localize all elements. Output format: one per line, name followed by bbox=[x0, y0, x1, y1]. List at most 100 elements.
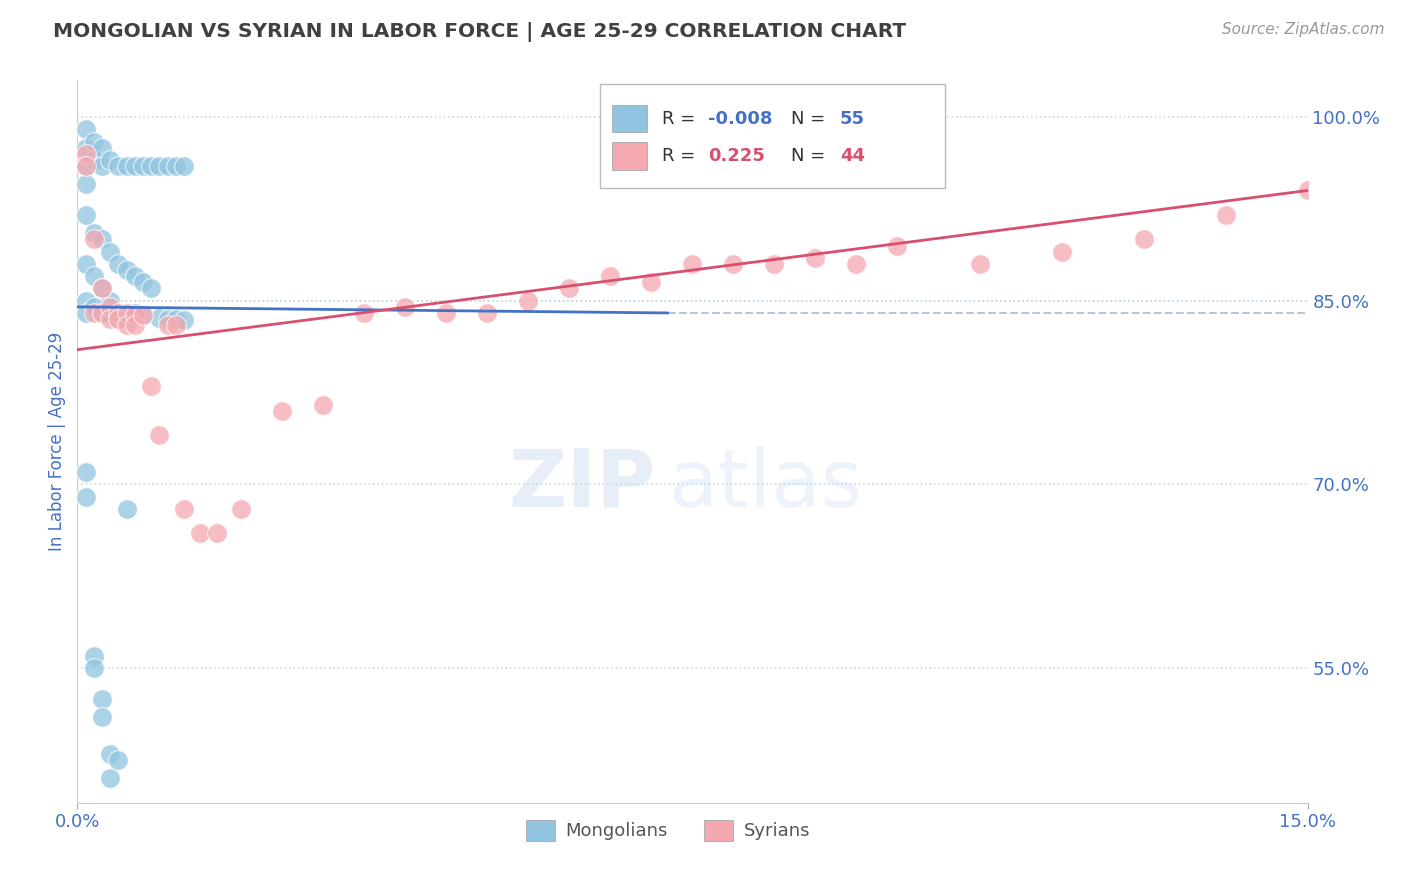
Point bbox=[98, 300, 121, 314]
Point bbox=[132, 309, 155, 323]
Point bbox=[124, 306, 146, 320]
Point bbox=[763, 257, 786, 271]
Point bbox=[75, 146, 97, 161]
FancyBboxPatch shape bbox=[600, 84, 945, 188]
Point bbox=[90, 281, 114, 295]
Point bbox=[141, 379, 163, 393]
Point bbox=[148, 428, 170, 442]
Point bbox=[90, 232, 114, 246]
Point bbox=[558, 281, 581, 295]
Point bbox=[845, 257, 868, 271]
Point bbox=[132, 309, 155, 323]
Text: -0.008: -0.008 bbox=[709, 110, 773, 128]
Point bbox=[83, 135, 105, 149]
Point bbox=[517, 293, 540, 308]
Point bbox=[115, 318, 138, 333]
Point bbox=[75, 122, 97, 136]
Text: 44: 44 bbox=[841, 147, 865, 165]
Point bbox=[75, 178, 97, 192]
Text: Source: ZipAtlas.com: Source: ZipAtlas.com bbox=[1222, 22, 1385, 37]
Point bbox=[231, 502, 253, 516]
Text: 0.225: 0.225 bbox=[709, 147, 765, 165]
Point bbox=[83, 661, 105, 675]
Point bbox=[156, 312, 179, 326]
Point bbox=[132, 159, 155, 173]
Point bbox=[83, 648, 105, 663]
Legend: Mongolians, Syrians: Mongolians, Syrians bbox=[519, 813, 817, 848]
Point bbox=[969, 257, 991, 271]
Point bbox=[98, 244, 121, 259]
Point bbox=[98, 312, 121, 326]
Point bbox=[1215, 208, 1237, 222]
Point bbox=[165, 312, 187, 326]
Point bbox=[723, 257, 745, 271]
Point bbox=[107, 312, 129, 326]
Point bbox=[107, 306, 129, 320]
Point bbox=[98, 772, 121, 786]
Point bbox=[115, 159, 138, 173]
Point bbox=[90, 710, 114, 724]
Point bbox=[83, 300, 105, 314]
Point bbox=[107, 312, 129, 326]
Point bbox=[205, 526, 228, 541]
Point bbox=[107, 159, 129, 173]
Point bbox=[436, 306, 458, 320]
Point bbox=[124, 309, 146, 323]
Point bbox=[1132, 232, 1154, 246]
Point bbox=[90, 141, 114, 155]
Point bbox=[90, 691, 114, 706]
Point bbox=[75, 257, 97, 271]
Point bbox=[75, 306, 97, 320]
Point bbox=[115, 312, 138, 326]
Point bbox=[75, 159, 97, 173]
Text: R =: R = bbox=[662, 110, 700, 128]
Point bbox=[124, 318, 146, 333]
Text: R =: R = bbox=[662, 147, 700, 165]
Point bbox=[75, 293, 97, 308]
FancyBboxPatch shape bbox=[613, 143, 647, 169]
Point bbox=[141, 281, 163, 295]
Point bbox=[394, 300, 416, 314]
Point bbox=[90, 306, 114, 320]
Point bbox=[682, 257, 704, 271]
Text: atlas: atlas bbox=[668, 446, 862, 524]
Point bbox=[75, 490, 97, 504]
Text: N =: N = bbox=[792, 147, 831, 165]
Point bbox=[115, 502, 138, 516]
Point bbox=[353, 306, 375, 320]
Point bbox=[83, 232, 105, 246]
Point bbox=[124, 159, 146, 173]
Point bbox=[148, 159, 170, 173]
Point bbox=[75, 141, 97, 155]
Point bbox=[141, 159, 163, 173]
Point bbox=[1296, 184, 1319, 198]
Y-axis label: In Labor Force | Age 25-29: In Labor Force | Age 25-29 bbox=[48, 332, 66, 551]
Point bbox=[271, 404, 294, 418]
Point bbox=[75, 159, 97, 173]
Point bbox=[90, 159, 114, 173]
Point bbox=[115, 263, 138, 277]
Point bbox=[156, 159, 179, 173]
Point bbox=[98, 153, 121, 167]
Point bbox=[75, 208, 97, 222]
Point bbox=[98, 747, 121, 761]
Point bbox=[83, 153, 105, 167]
Point bbox=[107, 306, 129, 320]
Point bbox=[98, 309, 121, 323]
Point bbox=[132, 276, 155, 290]
Point bbox=[640, 276, 662, 290]
Point bbox=[75, 465, 97, 479]
Point bbox=[599, 269, 621, 284]
Text: N =: N = bbox=[792, 110, 831, 128]
Point bbox=[188, 526, 212, 541]
Point bbox=[83, 306, 105, 320]
Point bbox=[124, 269, 146, 284]
Point bbox=[156, 318, 179, 333]
Point bbox=[107, 753, 129, 767]
Point bbox=[107, 257, 129, 271]
Point bbox=[90, 281, 114, 295]
Point bbox=[312, 398, 335, 412]
Point bbox=[886, 238, 908, 252]
Text: MONGOLIAN VS SYRIAN IN LABOR FORCE | AGE 25-29 CORRELATION CHART: MONGOLIAN VS SYRIAN IN LABOR FORCE | AGE… bbox=[53, 22, 907, 42]
Point bbox=[83, 227, 105, 241]
